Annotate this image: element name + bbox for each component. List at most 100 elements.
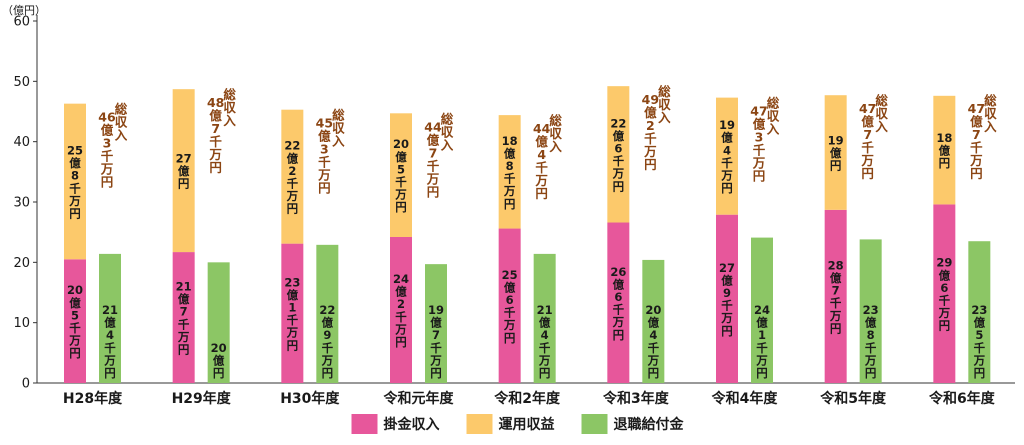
bar-value-label: 20 億 5 千万円 (393, 137, 409, 214)
bar-value-label: 21 億 4 千万円 (537, 303, 553, 380)
bar-value-label: 25 億 8 千万円 (67, 143, 83, 220)
x-category-label: 令和元年度 (383, 390, 455, 407)
bar-value-label: 28 億 7 千万円 (828, 258, 844, 335)
bar-taishoku-7 (859, 239, 882, 383)
bar-value-label: 23 億 1 千万円 (284, 275, 300, 352)
bar-kakekin-2 (281, 243, 304, 383)
total-amount-label: 48 億 7 千万円 (207, 95, 224, 175)
bar-taishoku-3 (425, 264, 447, 383)
y-tick-label: 50 (13, 75, 30, 90)
bar-taishoku-0 (99, 253, 121, 383)
bar-value-label: 19 億 7 千万円 (428, 303, 444, 380)
bar-taishoku-1 (207, 262, 230, 383)
bar-value-label: 21 億 4 千万円 (102, 303, 118, 380)
bar-value-label: 20 億 5 千万円 (67, 283, 83, 360)
total-name-label: 総収入 (223, 87, 236, 128)
bar-value-label: 29 億 6 千万円 (936, 256, 952, 333)
bar-unyou-1 (172, 89, 195, 253)
y-tick-label: 20 (13, 256, 30, 271)
bar-value-label: 27 億 9 千万円 (719, 261, 735, 338)
bar-value-label: 19 億 4 千万円 (719, 118, 735, 195)
bar-value-label: 18 億 8 千万円 (502, 134, 518, 211)
bar-value-label: 20 億 4 千万円 (645, 303, 661, 380)
bar-value-label: 24 億 1 千万円 (754, 303, 770, 380)
bar-value-label: 23 億 5 千万円 (971, 303, 987, 380)
total-amount-label: 46 億 3 千万円 (98, 110, 116, 190)
y-tick-label: 40 (13, 135, 30, 150)
bar-value-label: 22 億 6 千万円 (610, 116, 626, 193)
legend-label: 掛金収入 (384, 416, 440, 433)
legend-swatch (581, 414, 608, 434)
bar-unyou-3 (390, 113, 412, 237)
bar-value-label: 22 億 2 千万円 (284, 139, 300, 216)
bar-value-label: 22 億 9 千万円 (319, 303, 335, 380)
x-category-label: 令和5年度 (819, 390, 887, 407)
bar-value-label: 19 億円 (828, 133, 844, 172)
bar-value-label: 18 億円 (936, 131, 952, 170)
y-tick-label: 30 (13, 196, 30, 211)
y-tick-label: 60 (13, 15, 30, 30)
total-amount-label: 49 億 2 千万円 (642, 92, 659, 172)
total-amount-label: 47 億 7 千万円 (968, 101, 985, 181)
axes: 0 10 20 30 40 50 60 (13, 15, 1015, 392)
total-name-label: 総収入 (875, 93, 888, 134)
x-category-label: H28年度 (63, 390, 123, 407)
bar-kakekin-0 (64, 259, 86, 383)
bar-unyou-0 (64, 103, 86, 260)
total-amount-label: 47 億 7 千万円 (859, 101, 876, 181)
bar-kakekin-5 (607, 222, 630, 383)
total-name-label: 総収入 (332, 108, 345, 149)
bar-value-label: 24 億 2 千万円 (393, 272, 409, 349)
bar-taishoku-6 (751, 237, 773, 383)
bar-unyou-7 (824, 95, 847, 210)
legend: 掛金収入 運用収益 退職給付金 (351, 414, 685, 434)
x-category-label: H29年度 (172, 390, 232, 407)
bar-taishoku-5 (642, 259, 665, 383)
bar-kakekin-8 (933, 204, 956, 383)
bar-value-label: 26 億 6 千万円 (610, 265, 626, 342)
bar-kakekin-7 (824, 209, 847, 383)
bar-taishoku-2 (316, 244, 339, 383)
y-axis-unit-label: （億円） (2, 4, 46, 17)
bar-kakekin-3 (390, 236, 412, 383)
bar-unyou-2 (281, 109, 304, 244)
y-tick-label: 10 (13, 316, 30, 331)
total-name-label: 総収入 (115, 102, 128, 143)
total-name-label: 総収入 (441, 111, 454, 152)
bar-taishoku-4 (533, 253, 556, 383)
total-amount-label: 44 億 7 千万円 (424, 119, 442, 199)
bar-value-label: 23 億 8 千万円 (863, 303, 879, 380)
bar-value-label: 25 億 6 千万円 (502, 268, 518, 345)
bar-value-label: 21 億 7 千万円 (176, 280, 192, 357)
bar-taishoku-8 (968, 241, 991, 383)
x-category-label: 令和6年度 (928, 390, 996, 407)
total-amount-label: 47 億 3 千万円 (750, 104, 767, 184)
category-labels: H28年度 H29年度 H30年度 令和元年度 令和2年度 令和3年度 令和4年度 令和5年度… (63, 390, 996, 407)
bar-kakekin-4 (498, 228, 521, 383)
y-tick-label: 0 (22, 377, 30, 392)
legend-swatch (351, 414, 378, 434)
x-category-label: 令和2年度 (493, 390, 561, 407)
bar-unyou-5 (607, 86, 630, 223)
total-amount-label: 45 億 3 千万円 (316, 116, 333, 196)
legend-label: 運用収益 (499, 416, 555, 433)
legend-label: 退職給付金 (614, 416, 685, 433)
total-name-label: 総収入 (549, 113, 562, 154)
total-name-label: 総収入 (984, 93, 997, 134)
bar-kakekin-6 (716, 214, 738, 383)
x-category-label: 令和4年度 (711, 390, 779, 407)
legend-swatch (466, 414, 493, 434)
bar-value-label: 20 億円 (211, 341, 227, 380)
bar-unyou-6 (716, 97, 738, 215)
total-name-label: 総収入 (767, 96, 780, 137)
bar-unyou-4 (498, 115, 521, 229)
total-amount-label: 44 億 4 千万円 (533, 121, 551, 201)
x-category-label: H30年度 (280, 390, 340, 407)
total-name-label: 総収入 (658, 84, 671, 125)
x-category-label: 令和3年度 (602, 390, 670, 407)
bar-kakekin-1 (172, 252, 195, 383)
bars (64, 86, 991, 383)
bar-unyou-8 (933, 95, 956, 205)
